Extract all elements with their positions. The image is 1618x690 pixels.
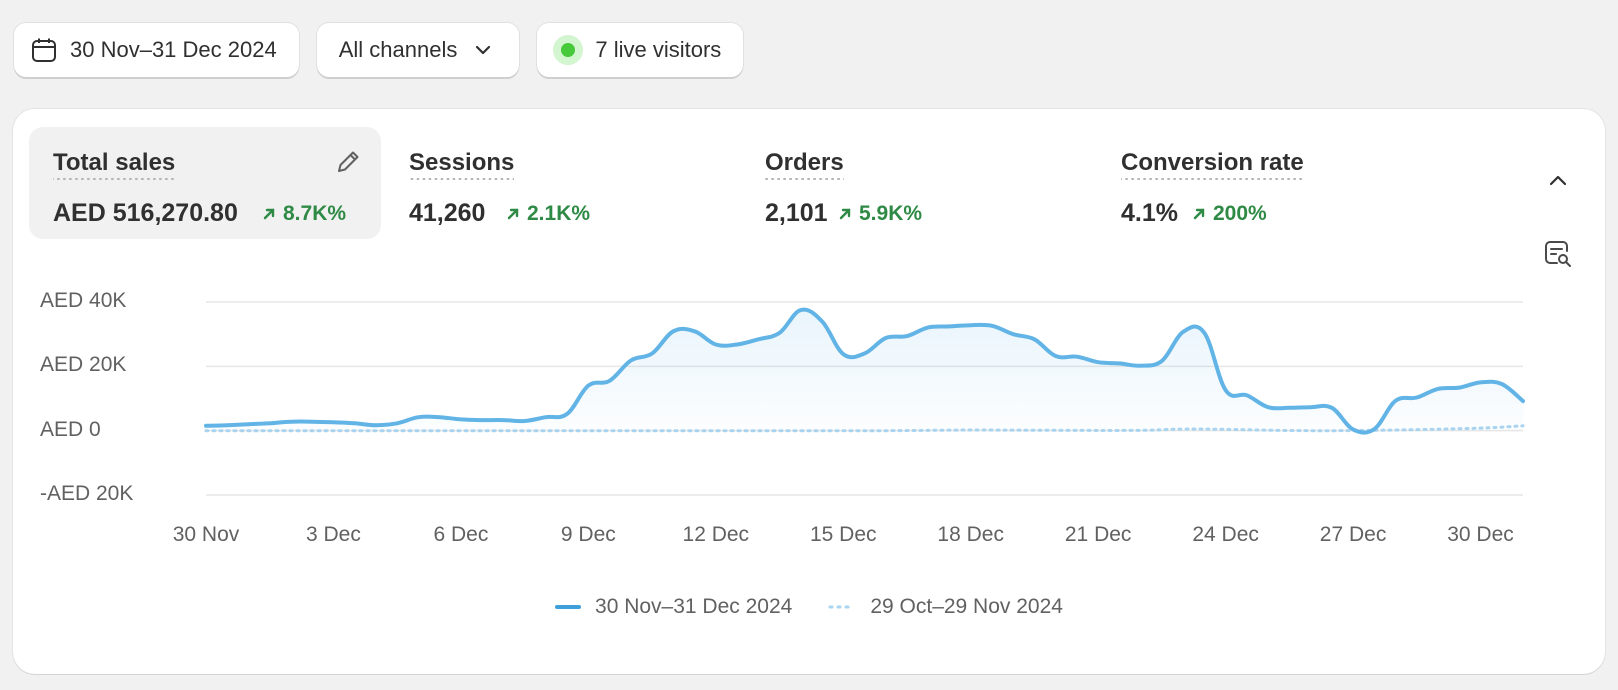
chevron-up-icon[interactable] bbox=[1543, 166, 1573, 196]
x-tick-label: 27 Dec bbox=[1319, 523, 1387, 546]
chart-legend: 30 Nov–31 Dec 2024 29 Oct–29 Nov 2024 bbox=[13, 595, 1605, 619]
date-range-button[interactable]: 30 Nov–31 Dec 2024 bbox=[14, 23, 299, 77]
metric-delta-value: 5.9K% bbox=[859, 202, 923, 225]
chevron-down-icon bbox=[469, 36, 497, 64]
channel-select[interactable]: All channels bbox=[316, 23, 520, 77]
metric-label: Conversion rate bbox=[1121, 149, 1304, 180]
arrow-up-right-icon bbox=[507, 208, 519, 220]
channel-label: All channels bbox=[338, 37, 458, 62]
legend-item-previous[interactable]: 29 Oct–29 Nov 2024 bbox=[828, 595, 1063, 619]
metric-label: Orders bbox=[765, 149, 844, 180]
legend-swatch-dotted bbox=[828, 605, 856, 609]
x-tick-label: 15 Dec bbox=[809, 523, 877, 546]
chat-search-icon[interactable] bbox=[1541, 237, 1575, 271]
x-tick-label: 9 Dec bbox=[560, 523, 616, 546]
x-tick-label: 6 Dec bbox=[433, 523, 489, 546]
metric-delta: 8.7K% bbox=[261, 202, 346, 226]
x-tick-label: 3 Dec bbox=[306, 523, 361, 546]
legend-label: 29 Oct–29 Nov 2024 bbox=[870, 595, 1063, 618]
x-tick-label: 18 Dec bbox=[937, 523, 1004, 546]
y-tick-label: AED 40K bbox=[40, 289, 127, 312]
arrow-up-right-icon bbox=[1193, 208, 1205, 220]
toolbar: 30 Nov–31 Dec 2024 All channels 7 live v… bbox=[14, 23, 744, 77]
x-tick-label: 30 Dec bbox=[1447, 523, 1514, 546]
y-tick-label: AED 20K bbox=[40, 353, 127, 377]
metric-orders[interactable]: Orders 2,101 5.9K% bbox=[741, 127, 1093, 239]
x-tick-label: 21 Dec bbox=[1064, 523, 1132, 546]
metric-delta-value: 8.7K% bbox=[283, 202, 347, 225]
arrow-up-right-icon bbox=[263, 208, 275, 220]
y-tick-label: -AED 20K bbox=[40, 482, 134, 505]
x-tick-label: 30 Nov bbox=[172, 523, 240, 546]
metric-value: 2,101 bbox=[765, 199, 828, 227]
pencil-icon[interactable] bbox=[331, 145, 365, 179]
metric-label: Total sales bbox=[53, 149, 176, 180]
legend-label: 30 Nov–31 Dec 2024 bbox=[595, 595, 793, 618]
calendar-icon bbox=[30, 36, 58, 64]
metric-value: 4.1% bbox=[1121, 199, 1178, 227]
metric-value: AED 516,270.80 bbox=[53, 199, 238, 227]
metric-delta-value: 200% bbox=[1213, 202, 1267, 225]
arrow-up-right-icon bbox=[839, 208, 851, 220]
analytics-card: Total sales AED 516,270.80 8.7K% Session… bbox=[13, 109, 1605, 674]
legend-item-current[interactable]: 30 Nov–31 Dec 2024 bbox=[555, 595, 792, 619]
y-tick-label: AED 0 bbox=[40, 417, 101, 441]
live-dot-icon bbox=[553, 35, 584, 65]
series-line-current bbox=[204, 307, 1525, 435]
live-visitors-button[interactable]: 7 live visitors bbox=[537, 23, 744, 77]
metric-delta: 2.1K% bbox=[505, 202, 590, 226]
sales-chart bbox=[204, 301, 1525, 496]
metric-sessions[interactable]: Sessions 41,260 2.1K% bbox=[385, 127, 737, 239]
x-tick-label: 24 Dec bbox=[1192, 523, 1259, 546]
metric-label: Sessions bbox=[409, 149, 515, 180]
metric-value: 41,260 bbox=[409, 199, 486, 227]
metric-delta: 200% bbox=[1191, 202, 1267, 226]
metric-total-sales[interactable]: Total sales AED 516,270.80 8.7K% bbox=[29, 127, 381, 239]
series-line-previous bbox=[204, 424, 1525, 433]
live-visitors-label: 7 live visitors bbox=[595, 37, 722, 62]
metric-delta: 5.9K% bbox=[837, 202, 922, 226]
legend-swatch-solid bbox=[555, 605, 582, 609]
metric-delta-value: 2.1K% bbox=[527, 202, 591, 225]
series-area bbox=[206, 309, 1523, 433]
metric-conversion-rate[interactable]: Conversion rate 4.1% 200% bbox=[1097, 127, 1449, 239]
date-range-label: 30 Nov–31 Dec 2024 bbox=[70, 37, 277, 62]
x-tick-label: 12 Dec bbox=[682, 523, 750, 546]
